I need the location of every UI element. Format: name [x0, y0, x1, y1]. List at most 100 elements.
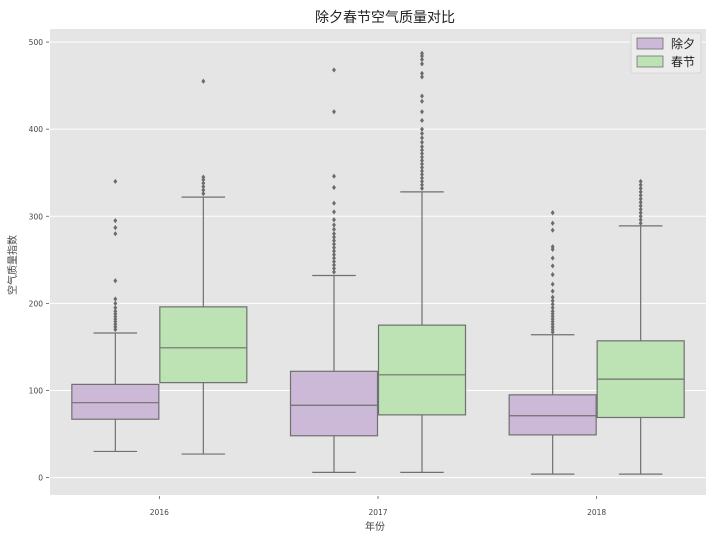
outlier-point	[113, 178, 118, 185]
outlier-point	[420, 139, 424, 145]
outlier-point	[113, 231, 118, 237]
outlier-point	[332, 265, 336, 272]
outlier-point	[420, 143, 424, 150]
outlier-point	[420, 164, 424, 171]
outlier-point	[332, 173, 336, 179]
outlier-point	[420, 157, 424, 164]
outlier-point	[201, 174, 206, 180]
outlier-point	[113, 218, 118, 224]
outlier-point	[550, 220, 555, 226]
outlier-point	[550, 319, 555, 325]
outlier-point	[332, 222, 336, 228]
outlier-point	[113, 321, 118, 327]
outlier-point	[638, 199, 643, 205]
outlier-point	[332, 255, 336, 261]
outlier-point	[420, 56, 424, 63]
y-tick-label: 100	[29, 386, 44, 395]
outlier-point	[420, 147, 424, 153]
outlier-point	[420, 185, 424, 191]
outlier-point	[638, 185, 643, 191]
outlier-point	[550, 305, 555, 311]
outlier-point	[638, 210, 643, 216]
outlier-point	[113, 313, 118, 320]
outlier-point	[332, 109, 336, 115]
outlier-point	[201, 191, 206, 197]
outlier-point	[638, 220, 643, 226]
x-tick-label: 2017	[368, 508, 387, 517]
outlier-point	[420, 130, 424, 137]
outlier-point	[420, 53, 424, 59]
outlier-point	[420, 168, 424, 174]
outlier-point	[550, 316, 555, 322]
legend: 除夕春节	[630, 32, 702, 74]
outlier-point	[550, 281, 555, 287]
outlier-point	[332, 258, 336, 265]
outlier-point	[638, 206, 643, 212]
outlier-point	[550, 311, 555, 317]
outlier-point	[420, 178, 424, 185]
outlier-point	[638, 196, 643, 202]
outlier-point	[201, 180, 206, 186]
outlier-point	[550, 255, 555, 261]
outlier-point	[332, 226, 336, 232]
outlier-point	[638, 213, 643, 219]
legend-label: 春节	[671, 55, 695, 69]
x-tick-label: 2016	[150, 508, 169, 517]
outlier-point	[420, 175, 424, 181]
outlier-point	[550, 244, 555, 250]
outlier-point	[332, 238, 336, 244]
outlier-point	[550, 288, 555, 294]
outlier-point	[332, 67, 336, 73]
outlier-point	[332, 200, 336, 206]
y-tick-label: 0	[38, 474, 43, 483]
outlier-point	[550, 272, 555, 278]
outlier-point	[113, 311, 118, 317]
outlier-point	[550, 301, 555, 307]
outlier-point	[550, 263, 555, 269]
outlier-point	[332, 241, 336, 247]
y-tick-label: 500	[29, 38, 44, 47]
box-除夕-2018	[508, 394, 597, 436]
outlier-point	[332, 231, 336, 237]
outlier-point	[201, 184, 206, 190]
outlier-point	[420, 117, 424, 124]
outlier-point	[113, 296, 118, 302]
outlier-point	[638, 189, 643, 195]
outlier-point	[420, 70, 424, 77]
outlier-point	[638, 192, 643, 198]
outlier-point	[420, 171, 424, 178]
y-axis-ticks: 0 100 200 300 400 500	[29, 38, 49, 483]
outlier-point	[113, 316, 118, 322]
outlier-point	[550, 210, 555, 216]
outlier-point	[420, 135, 424, 141]
outlier-point	[332, 209, 336, 215]
outlier-point	[550, 298, 555, 304]
outlier-point	[113, 278, 118, 284]
x-axis-label: 年份	[365, 520, 385, 533]
outlier-point	[550, 227, 555, 233]
outlier-point	[201, 177, 206, 183]
outlier-point	[113, 305, 118, 311]
box-春节-2017	[377, 324, 467, 416]
outlier-point	[332, 184, 336, 191]
box-除夕-2016	[71, 383, 160, 420]
outlier-point	[332, 269, 336, 275]
outlier-point	[420, 61, 424, 67]
outlier-point	[113, 324, 118, 330]
outlier-point	[113, 300, 118, 306]
outlier-point	[113, 319, 118, 325]
outlier-point	[332, 262, 336, 268]
y-axis-label: 空气质量指数	[6, 235, 19, 295]
chart-title: 除夕春节空气质量对比	[315, 10, 455, 26]
outlier-point	[113, 224, 118, 231]
outlier-point	[420, 154, 424, 160]
outlier-point	[420, 109, 424, 115]
outlier-point	[420, 182, 424, 188]
y-tick-label: 200	[29, 299, 44, 308]
outlier-point	[113, 326, 118, 333]
outlier-point	[638, 178, 643, 185]
outlier-point	[420, 161, 424, 167]
outlier-point	[638, 217, 643, 223]
outlier-point	[420, 50, 424, 56]
